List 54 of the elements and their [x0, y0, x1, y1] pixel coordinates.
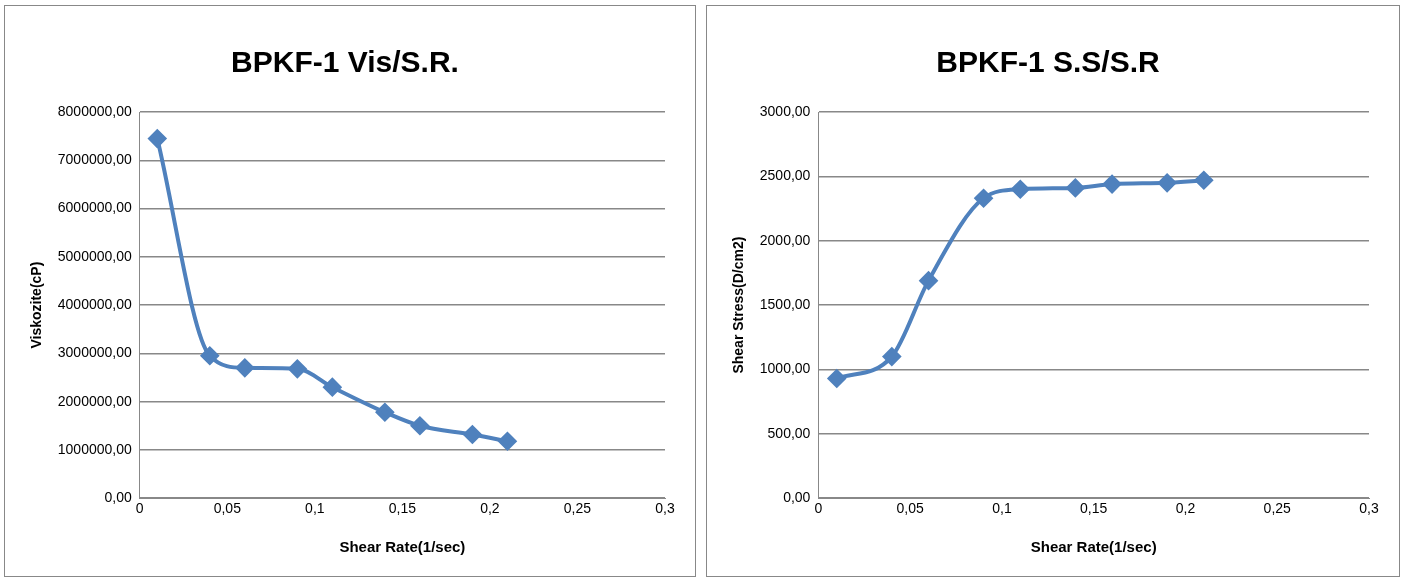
point [1194, 171, 1213, 190]
point [882, 347, 901, 366]
point [1011, 180, 1030, 199]
y-axis-title: Viskozite(cP) [28, 261, 45, 349]
point [827, 369, 846, 388]
point [919, 271, 938, 290]
x-tick-label: 0,25 [1263, 500, 1292, 517]
point [200, 346, 219, 365]
x-axis-title: Shear Rate(1/sec) [339, 538, 466, 556]
x-tick-label: 0,3 [655, 500, 675, 517]
y-axis-title: Shear Stress(D/cm2) [730, 236, 747, 374]
y-tick-label: 8000000,00 [57, 102, 132, 119]
x-tick-label: 0,25 [563, 500, 592, 517]
point [974, 189, 993, 208]
y-tick-label: 500,00 [767, 424, 811, 441]
x-tick-label: 0,1 [992, 500, 1012, 517]
point [235, 358, 254, 377]
y-tick-label: 0,00 [783, 489, 811, 506]
x-tick-label: 0,15 [1080, 500, 1108, 517]
y-tick-label: 0,00 [104, 489, 132, 506]
chart-title: BPKF-1 Vis/S.R. [231, 45, 459, 79]
point [148, 129, 167, 148]
x-tick-label: 0,05 [213, 500, 242, 517]
point [498, 432, 517, 451]
y-tick-label: 3000000,00 [57, 344, 132, 361]
y-tick-label: 1000,00 [759, 360, 811, 377]
chart-title: BPKF-1 S.S/S.R [936, 45, 1161, 79]
y-tick-label: 1500,00 [759, 295, 811, 312]
point [288, 359, 307, 378]
x-tick-label: 0,05 [896, 500, 925, 517]
y-tick-label: 2000,00 [759, 231, 811, 248]
x-tick-label: 0 [814, 500, 823, 517]
point [410, 416, 429, 435]
x-tick-label: 0,15 [388, 500, 417, 517]
point [323, 378, 342, 397]
y-tick-label: 5000000,00 [57, 247, 132, 264]
y-tick-label: 2500,00 [759, 167, 811, 184]
point [375, 403, 394, 422]
x-tick-label: 0,1 [305, 500, 325, 517]
x-tick-label: 0,2 [480, 500, 500, 517]
x-tick-label: 0 [135, 500, 144, 517]
y-tick-label: 2000000,00 [57, 392, 132, 409]
y-tick-label: 7000000,00 [57, 151, 132, 168]
y-tick-label: 3000,00 [759, 102, 811, 119]
y-tick-label: 1000000,00 [57, 440, 132, 457]
point [463, 425, 482, 444]
point [1066, 178, 1085, 197]
y-tick-label: 6000000,00 [57, 199, 132, 216]
x-tick-label: 0,2 [1175, 500, 1196, 517]
x-tick-label: 0,3 [1359, 500, 1379, 517]
point [1158, 173, 1177, 192]
point [1103, 175, 1122, 194]
y-tick-label: 4000000,00 [57, 295, 132, 312]
x-axis-title: Shear Rate(1/sec) [1030, 538, 1157, 556]
